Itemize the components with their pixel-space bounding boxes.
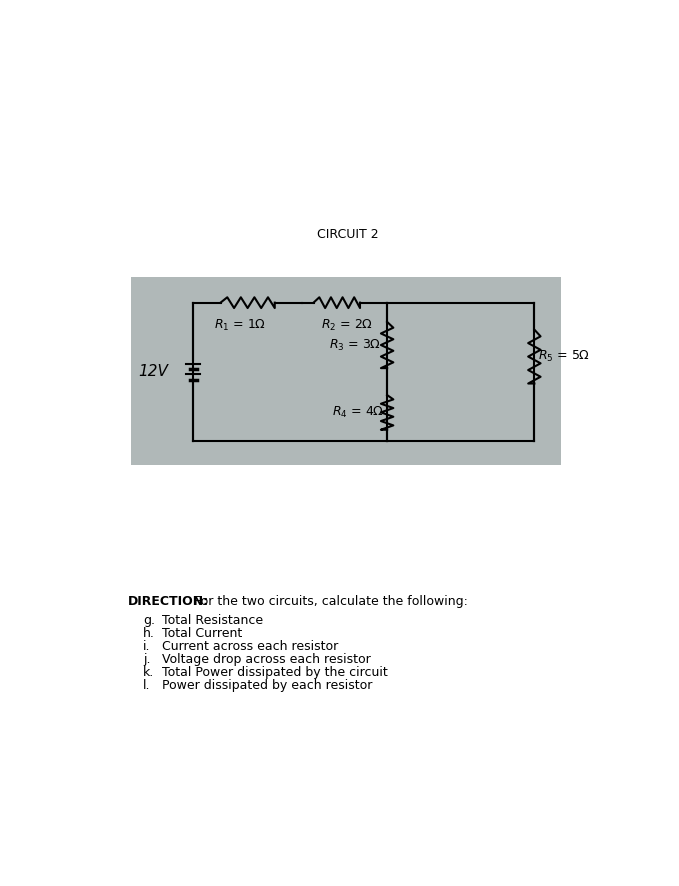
Text: DIRECTION:: DIRECTION: [128, 595, 208, 609]
Text: Current across each resistor: Current across each resistor [162, 640, 339, 653]
Text: l.: l. [143, 680, 151, 692]
Text: k.: k. [143, 666, 154, 679]
Text: Voltage drop across each resistor: Voltage drop across each resistor [162, 653, 371, 666]
Text: Total Current: Total Current [162, 626, 242, 640]
Text: g.: g. [143, 614, 155, 626]
Bar [131, 277, 561, 465]
Text: h.: h. [143, 626, 155, 640]
Text: 12V: 12V [138, 363, 168, 378]
Text: CIRCUIT 2: CIRCUIT 2 [317, 228, 378, 241]
Text: $R_4$ = 4$\Omega$: $R_4$ = 4$\Omega$ [331, 405, 384, 420]
Text: $R_2$ = 2$\Omega$: $R_2$ = 2$\Omega$ [320, 318, 373, 333]
Text: $R_5$ = 5$\Omega$: $R_5$ = 5$\Omega$ [538, 349, 590, 364]
Text: $R_1$ = 1$\Omega$: $R_1$ = 1$\Omega$ [214, 318, 266, 333]
Text: Power dissipated by each resistor: Power dissipated by each resistor [162, 680, 373, 692]
Text: $R_3$ = 3$\Omega$: $R_3$ = 3$\Omega$ [329, 338, 381, 353]
Text: Total Power dissipated by the circuit: Total Power dissipated by the circuit [162, 666, 388, 679]
Text: i.: i. [143, 640, 151, 653]
Text: For the two circuits, calculate the following:: For the two circuits, calculate the foll… [189, 595, 467, 609]
Text: Total Resistance: Total Resistance [162, 614, 263, 626]
Text: j.: j. [143, 653, 151, 666]
